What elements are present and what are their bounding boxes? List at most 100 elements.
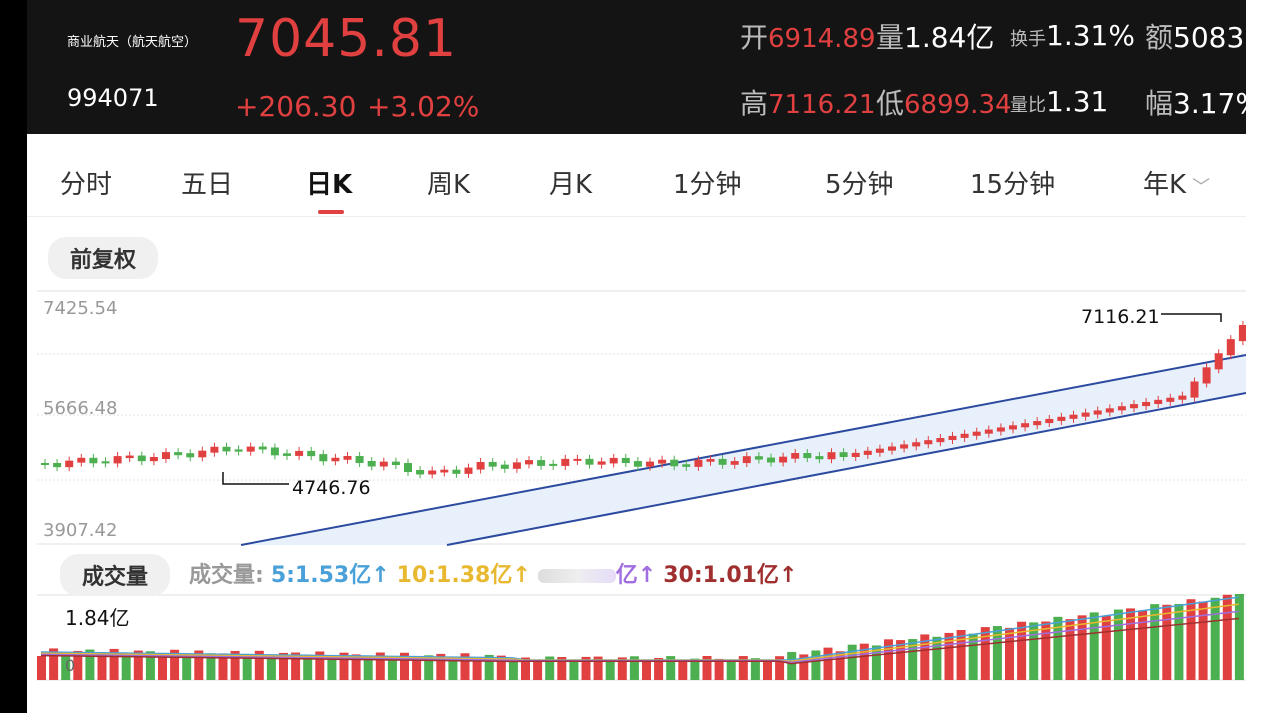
candle [125,455,134,459]
candle [101,461,110,464]
volume-bar [436,653,446,680]
volume-bar [109,648,119,680]
volume-bar [242,657,252,680]
max-price-annotation: 7116.21 [1081,306,1160,328]
candle [621,457,630,464]
tab-weekly-k[interactable]: 周K [427,170,471,200]
volume-bar [400,652,409,680]
candle [1226,339,1235,356]
volume-bar [581,656,591,680]
candle [295,450,304,456]
candle [779,456,788,463]
volume-bar [750,658,760,680]
candle [839,452,848,457]
volume-bar [97,655,107,680]
volume-bar [654,657,664,680]
volume-bar [932,636,942,680]
candle [754,456,763,460]
volume-bar [1101,615,1111,680]
adjust-price-button[interactable]: 前复权 [48,237,159,279]
volume-bar [496,655,506,680]
ma20-up-arrow-icon: ↑ [637,563,657,588]
volume-bar [799,654,809,680]
tab-intraday[interactable]: 分时 [60,170,113,200]
candle [1069,414,1078,419]
candle [1117,406,1126,411]
candle [404,463,412,473]
volume-bar [569,661,579,680]
candle [561,458,570,466]
volume-bar [896,640,906,680]
volume-bar [145,651,155,680]
candle [1190,381,1199,398]
volume-bar [424,655,434,680]
candle [53,463,62,468]
volume-bar [992,626,1002,680]
candle [1021,423,1030,428]
volume-bar [206,653,216,680]
volume-bar [1017,621,1027,680]
candle [391,461,400,466]
volume-bar [363,655,373,680]
volume-bar [49,648,59,680]
candle [767,457,775,463]
volume-bar [944,632,954,680]
y-axis-bottom-label: 3907.42 [43,520,118,541]
volume-bar [182,656,192,680]
candle [609,457,618,464]
tab-5min[interactable]: 5分钟 [825,170,894,200]
chart-panel: 分时 五日 日K 周K 月K 1分钟 5分钟 15分钟 年K ﹀ 前复权 7425… [27,134,1246,713]
volume-bar [472,658,482,680]
candle [319,454,328,462]
candle [452,469,461,474]
volume-bar [37,656,46,680]
candle [464,467,473,474]
volume-bar [835,651,845,680]
volume-bar [702,656,712,680]
candlestick-chart [37,290,1246,681]
candle [1154,399,1163,404]
candle [1142,401,1151,407]
candle [1009,425,1017,430]
tab-five-day[interactable]: 五日 [181,170,234,200]
candle [948,435,957,441]
volume-bar [254,650,264,680]
volume-bar [508,658,518,680]
tab-15min[interactable]: 15分钟 [970,170,1056,200]
candle [1105,408,1114,413]
candle [174,452,183,456]
volume-bar [678,659,688,680]
candle [633,461,642,467]
blurred-ma20-value [537,569,616,583]
volume-bar [666,656,676,680]
candle [815,456,824,460]
candle [682,464,691,467]
tab-daily-k[interactable]: 日K [306,170,353,200]
volume-bar [1005,627,1014,680]
min-price-annotation: 4746.76 [292,477,371,499]
y-axis-mid-label: 5666.48 [43,398,118,419]
candle [1081,412,1090,417]
candle [549,463,558,466]
volume-bar [521,657,530,680]
index-name: 商业航天（航天航空） [67,35,198,50]
candle [730,461,739,465]
volume-bar [133,650,143,680]
volume-bar [1077,615,1087,680]
tab-yearly-k[interactable]: 年K ﹀ [1143,164,1210,201]
volume-bar [61,652,71,680]
volume-indicator-button[interactable]: 成交量 [60,554,171,596]
candle [440,469,449,473]
volume-stat: 量1.84亿 [876,21,995,54]
ma5-value: 5:1.53亿 [270,563,372,588]
candle [428,470,437,475]
candle [149,456,158,462]
trend-channel-lower-line [446,392,1246,546]
candle [900,444,909,449]
candle [307,450,316,457]
candle [694,459,703,467]
tab-1min[interactable]: 1分钟 [673,170,742,200]
tab-monthly-k[interactable]: 月K [549,170,593,200]
candle [222,446,231,452]
volume-bar [871,645,881,680]
